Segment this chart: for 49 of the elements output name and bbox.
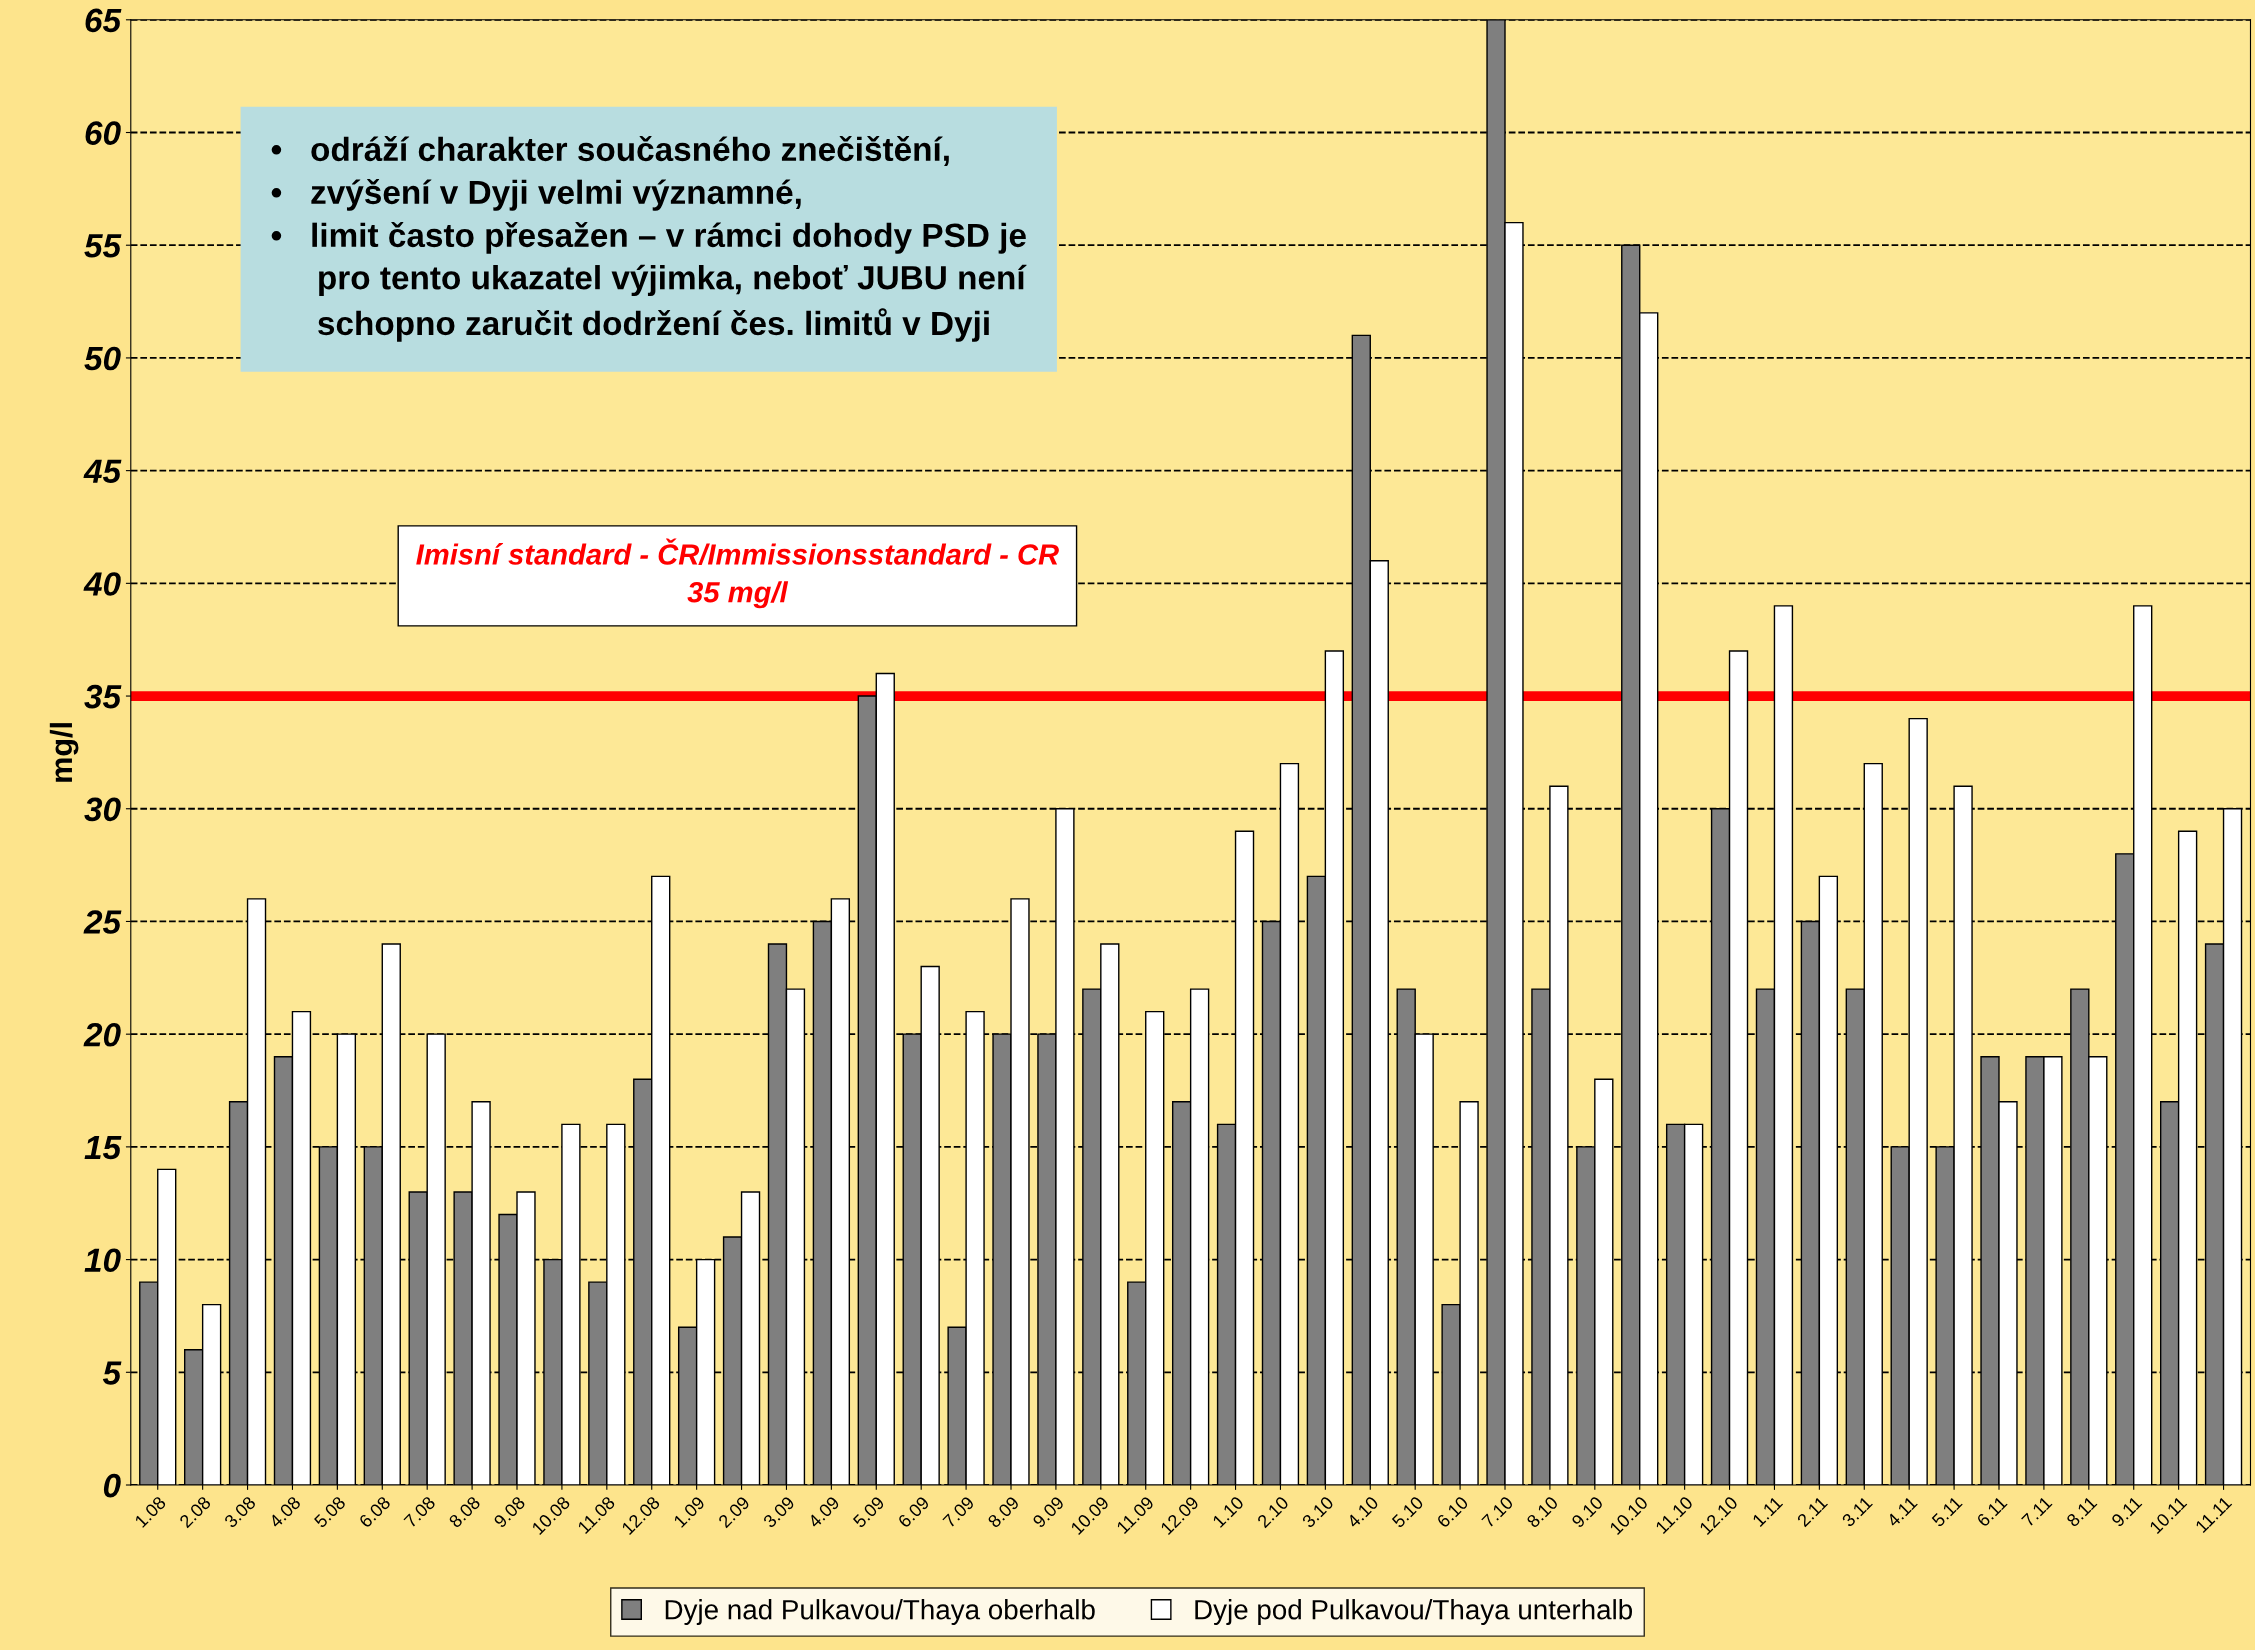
x-tick-label: 7.10 bbox=[1481, 1495, 1514, 1529]
x-tick-label: 8.11 bbox=[2065, 1495, 2098, 1528]
x-tick-label: 4.11 bbox=[1886, 1495, 1918, 1528]
x-tick-label: 1.11 bbox=[1751, 1495, 1784, 1527]
y-tick-label: 5 bbox=[102, 1361, 122, 1385]
x-tick-label: 3.08 bbox=[223, 1495, 257, 1529]
x-tick-label: 9.09 bbox=[1032, 1495, 1065, 1529]
y-tick-label: 25 bbox=[83, 910, 122, 934]
x-tick-label: 6.11 bbox=[1976, 1495, 2008, 1528]
x-tick-label: 4.10 bbox=[1346, 1495, 1380, 1529]
x-tick-label: 9.11 bbox=[2110, 1495, 2143, 1528]
x-tick-label: 6.08 bbox=[358, 1495, 392, 1529]
x-tick-label: 4.09 bbox=[807, 1495, 841, 1529]
y-tick-label: 20 bbox=[83, 1022, 121, 1047]
y-tick-label: 45 bbox=[83, 459, 122, 484]
y-tick-label: 40 bbox=[83, 572, 121, 596]
x-tick-label: 3.10 bbox=[1301, 1495, 1335, 1529]
x-tick-label: 5.11 bbox=[1931, 1495, 1963, 1528]
y-tick-label: 65 bbox=[85, 8, 122, 33]
y-tick-label: 0 bbox=[103, 1473, 121, 1498]
x-tick-label: 9.08 bbox=[493, 1495, 526, 1529]
x-tick-label: 6.09 bbox=[897, 1495, 930, 1529]
x-tick-label: 7.08 bbox=[403, 1495, 437, 1529]
x-tick-label: 8.10 bbox=[1525, 1495, 1559, 1529]
x-tick-label: 5.09 bbox=[852, 1495, 886, 1529]
legend-label: Dyje nad Pulkavou/Thaya oberhalb bbox=[665, 1599, 1095, 1625]
x-tick-label: 3.11 bbox=[1841, 1495, 1874, 1528]
ref-line-label: Imisní standard - ČR/Immissionsstandard - CR 35 mg/l bbox=[416, 538, 1059, 609]
y-tick-label: 30 bbox=[84, 797, 121, 822]
x-tick-label: 7.11 bbox=[2021, 1495, 2053, 1528]
y-axis-title: mg/l bbox=[49, 723, 79, 782]
y-tick-label: 10 bbox=[84, 1248, 121, 1272]
x-tick-label: 4.08 bbox=[268, 1495, 302, 1529]
x-tick-label: 9.10 bbox=[1570, 1495, 1604, 1529]
y-tick-label: 55 bbox=[84, 234, 122, 258]
y-tick-label: 60 bbox=[85, 121, 121, 145]
x-tick-label: 7.09 bbox=[942, 1495, 975, 1529]
legend-label: Dyje pod Pulkavou/Thaya unterhalb bbox=[1195, 1599, 1633, 1625]
x-tick-label: 5.10 bbox=[1391, 1495, 1425, 1529]
annotation: • odráží charakter současného znečištění, • zvýšení v Dyji velmi významné, • limit často přesažen – v rámci dohody PSD je pro tento ukazatel výjimka, neboť JUBU není schopno zaručit dodržení čes. limitů v Dyji bbox=[271, 135, 1027, 342]
y-tick-label: 15 bbox=[84, 1136, 122, 1160]
x-tick-label: 6.10 bbox=[1436, 1495, 1469, 1529]
x-tick-label: 5.08 bbox=[313, 1495, 347, 1529]
y-tick-label: 50 bbox=[84, 346, 121, 371]
x-tick-label: 8.09 bbox=[987, 1495, 1020, 1529]
y-tick-label: 35 bbox=[84, 684, 122, 709]
x-tick-label: 2.11 bbox=[1796, 1495, 1828, 1528]
x-tick-label: 8.08 bbox=[448, 1495, 481, 1529]
x-tick-label: 3.09 bbox=[762, 1495, 796, 1529]
